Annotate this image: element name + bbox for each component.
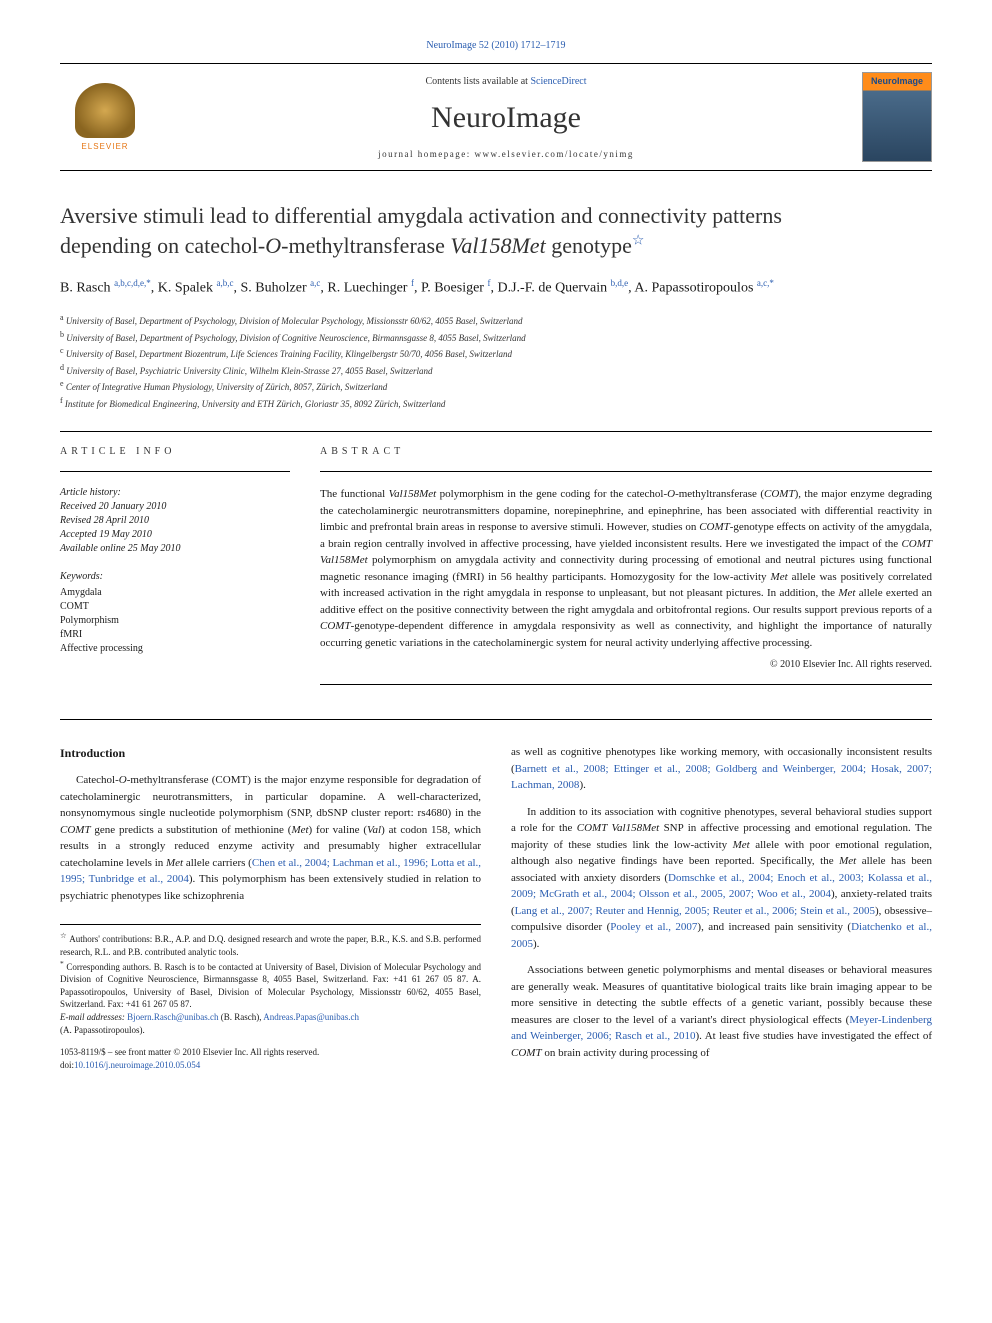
email-link-1[interactable]: Bjoern.Rasch@unibas.ch: [127, 1012, 218, 1022]
affiliation-item: a University of Basel, Department of Psy…: [60, 312, 932, 329]
affiliation-item: b University of Basel, Department of Psy…: [60, 329, 932, 346]
title-line2-mid: -methyltransferase: [281, 233, 450, 258]
email-who-2: (A. Papassotiropoulos).: [60, 1025, 145, 1035]
history-online: Available online 25 May 2010: [60, 543, 181, 554]
keyword-item: Affective processing: [60, 642, 290, 656]
title-line2-post: genotype: [546, 233, 632, 258]
top-citation: NeuroImage 52 (2010) 1712–1719: [60, 40, 932, 51]
divider-abstract-end: [320, 684, 932, 685]
article-history: Article history: Received 20 January 201…: [60, 486, 290, 556]
abstract-text: The functional Val158Met polymorphism in…: [320, 486, 932, 651]
elsevier-text: ELSEVIER: [81, 142, 128, 151]
authors-list: B. Rasch a,b,c,d,e,*, K. Spalek a,b,c, S…: [60, 276, 932, 300]
footnote-contrib-text: Authors' contributions: B.R., A.P. and D…: [60, 934, 481, 957]
keyword-item: Amygdala: [60, 586, 290, 600]
title-footnote-star-icon: ☆: [632, 233, 645, 248]
abstract-copyright: © 2010 Elsevier Inc. All rights reserved…: [320, 659, 932, 670]
body-para-3: Associations between genetic polymorphis…: [511, 962, 932, 1061]
cover-thumb-label: NeuroImage: [863, 76, 931, 86]
doi-link[interactable]: 10.1016/j.neuroimage.2010.05.054: [74, 1060, 200, 1070]
homepage-line: journal homepage: www.elsevier.com/locat…: [150, 149, 862, 159]
affiliation-item: c University of Basel, Department Biozen…: [60, 345, 932, 362]
footnote-corr-text: Corresponding authors. B. Rasch is to be…: [60, 962, 481, 1010]
affiliations-list: a University of Basel, Department of Psy…: [60, 312, 932, 411]
footnote-corr-star-icon: *: [60, 959, 64, 968]
divider-abstract: [320, 471, 932, 472]
divider-body: [60, 719, 932, 720]
sciencedirect-link[interactable]: ScienceDirect: [530, 76, 586, 87]
elsevier-tree-icon: [75, 83, 135, 138]
keywords-block: Keywords: AmygdalaCOMTPolymorphismfMRIAf…: [60, 570, 290, 656]
affiliation-item: e Center of Integrative Human Physiology…: [60, 378, 932, 395]
email-who-1: (B. Rasch),: [218, 1012, 263, 1022]
contents-line: Contents lists available at ScienceDirec…: [150, 76, 862, 87]
body-para-2: In addition to its association with cogn…: [511, 804, 932, 953]
journal-cover-thumb: NeuroImage: [862, 72, 932, 162]
keywords-label: Keywords:: [60, 570, 290, 584]
divider-1: [60, 431, 932, 432]
affiliation-item: f Institute for Biomedical Engineering, …: [60, 395, 932, 412]
keyword-item: fMRI: [60, 628, 290, 642]
title-ital-O: O: [265, 233, 281, 258]
issn-line: 1053-8119/$ – see front matter © 2010 El…: [60, 1046, 481, 1059]
intro-heading: Introduction: [60, 744, 481, 762]
footnote-emails: E-mail addresses: Bjoern.Rasch@unibas.ch…: [60, 1011, 481, 1036]
email-label: E-mail addresses:: [60, 1012, 125, 1022]
title-ital-val: Val158Met: [450, 233, 545, 258]
title-line1: Aversive stimuli lead to differential am…: [60, 203, 782, 228]
footnotes-block: ☆ Authors' contributions: B.R., A.P. and…: [60, 924, 481, 1036]
footer-meta: 1053-8119/$ – see front matter © 2010 El…: [60, 1046, 481, 1071]
footnote-star-icon: ☆: [60, 931, 67, 940]
email-link-2[interactable]: Andreas.Papas@unibas.ch: [263, 1012, 359, 1022]
divider-info: [60, 471, 290, 472]
elsevier-logo: ELSEVIER: [60, 72, 150, 162]
body-para-1b: as well as cognitive phenotypes like wor…: [511, 744, 932, 794]
footnote-corresponding: * Corresponding authors. B. Rasch is to …: [60, 959, 481, 1011]
history-label: Article history:: [60, 487, 121, 498]
keyword-item: Polymorphism: [60, 614, 290, 628]
article-info-label: ARTICLE INFO: [60, 446, 290, 457]
doi-label: doi:: [60, 1060, 74, 1070]
history-accepted: Accepted 19 May 2010: [60, 529, 152, 540]
journal-name: NeuroImage: [150, 101, 862, 135]
journal-header: ELSEVIER Contents lists available at Sci…: [60, 63, 932, 171]
keyword-item: COMT: [60, 600, 290, 614]
body-para-1: Catechol-O-methyltransferase (COMT) is t…: [60, 772, 481, 904]
title-line2-pre: depending on catechol-: [60, 233, 265, 258]
footnote-contrib: ☆ Authors' contributions: B.R., A.P. and…: [60, 931, 481, 958]
affiliation-item: d University of Basel, Psychiatric Unive…: [60, 362, 932, 379]
history-revised: Revised 28 April 2010: [60, 515, 149, 526]
article-title: Aversive stimuli lead to differential am…: [60, 201, 932, 260]
history-received: Received 20 January 2010: [60, 501, 166, 512]
contents-prefix: Contents lists available at: [425, 76, 530, 87]
abstract-label: ABSTRACT: [320, 446, 932, 457]
